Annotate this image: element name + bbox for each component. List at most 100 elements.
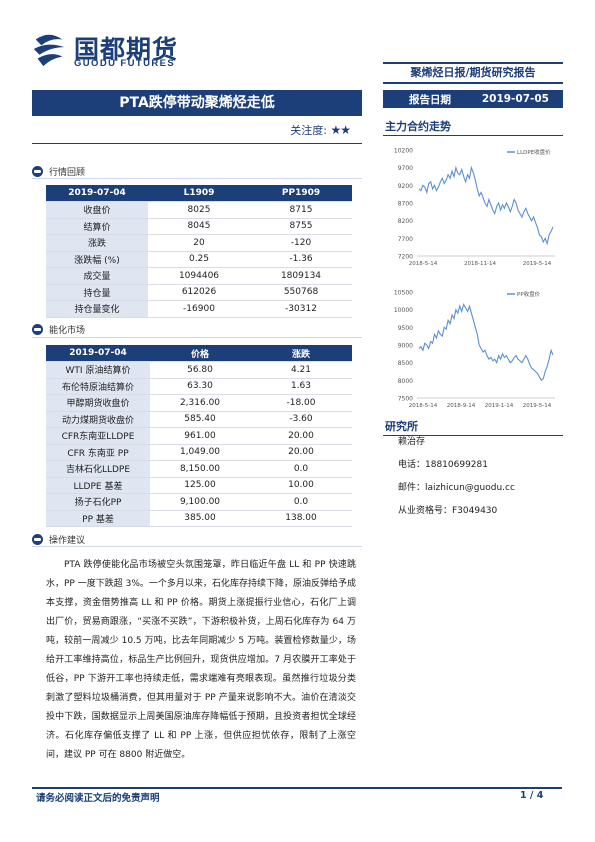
y-tick-label: 7500 — [398, 396, 413, 403]
section-divider — [32, 546, 362, 547]
x-tick-label: 2019-1-14 — [485, 403, 514, 409]
guodu-logo-icon — [33, 34, 65, 67]
attention-label: 关注度: — [290, 124, 327, 137]
row-value: 8715 — [250, 201, 352, 219]
row-label: 涨跌 — [46, 234, 148, 252]
row-value: 385.00 — [150, 510, 250, 527]
row-value: 1809134 — [250, 267, 352, 285]
table-header-l1909: L1909 — [148, 185, 250, 202]
market-review-row: 持仓量 612026 550768 — [46, 284, 352, 301]
y-tick-label: 9500 — [398, 325, 413, 332]
advice-heading: 操作建议 — [32, 533, 85, 546]
page-number: 1 / 4 — [520, 790, 544, 801]
y-tick-label: 7200 — [398, 254, 413, 261]
report-title: PTA跌停带动聚烯烃走低 — [32, 90, 362, 116]
energy-market-table: 2019-07-04 价格 涨跌 WTI 原油结算价 56.80 4.21 布伦特原油… — [46, 345, 352, 527]
row-value: 961.00 — [150, 427, 250, 445]
row-value: 20.00 — [250, 427, 352, 445]
energy-market-row: 布伦特原油结算价 63.30 1.63 — [46, 378, 352, 395]
row-value: 63.30 — [150, 378, 250, 395]
research-section-header: 研究所 — [383, 416, 563, 436]
y-tick-label: 10000 — [394, 307, 413, 314]
market-review-row: 收盘价 8025 8715 — [46, 201, 352, 219]
market-review-row: 持仓量变化 -16900 -30312 — [46, 300, 352, 318]
x-tick-label: 2018-5-14 — [409, 261, 438, 267]
row-label: 甲醇期货收盘价 — [46, 394, 150, 412]
analyst-email[interactable]: 邮件：laizhicun@guodu.cc — [398, 483, 515, 493]
section-bullet-icon — [32, 324, 43, 335]
market-review-heading-text: 行情回顾 — [49, 168, 86, 178]
y-tick-label: 7700 — [398, 236, 413, 243]
x-tick-label: 2019-5-14 — [523, 403, 552, 409]
row-value: -30312 — [250, 300, 352, 318]
row-label: 扬子石化PP — [46, 493, 150, 511]
chart-section-title: 主力合约走势 — [385, 120, 451, 133]
advice-paragraph: PTA 跌停使能化品市场被空头氛围笼罩，昨日临近午盘 LL 和 PP 快速跳水，… — [46, 560, 356, 760]
row-value: -16900 — [148, 300, 250, 318]
table-header-price: 价格 — [150, 345, 250, 362]
market-review-row: 涨跌 20 -120 — [46, 234, 352, 252]
analyst-info: 赖治存 电话：18810699281 邮件：laizhicun@guodu.cc… — [398, 431, 515, 523]
legend-label: LLDPE收盘价 — [517, 148, 551, 156]
price-series-line — [418, 302, 554, 382]
row-label: 涨跌幅 (%) — [46, 251, 148, 268]
row-label: 持仓量变化 — [46, 300, 148, 318]
y-tick-label: 9700 — [398, 165, 413, 172]
logo-chinese-name: 国都期货 — [74, 35, 179, 64]
energy-market-row: LLDPE 基差 125.00 10.00 — [46, 477, 352, 494]
report-date-bar: 报告日期 2019-07-05 — [383, 90, 563, 108]
y-tick-label: 10200 — [394, 148, 413, 155]
row-label: CFR 东南亚 PP — [46, 444, 150, 461]
row-value: 125.00 — [150, 477, 250, 494]
energy-market-row: 扬子石化PP 9,100.00 0.0 — [46, 493, 352, 511]
row-label: 动力煤期货收盘价 — [46, 411, 150, 428]
report-date: 2019-07-05 — [481, 93, 549, 105]
row-label: 成交量 — [46, 267, 148, 285]
table-header-date: 2019-07-04 — [46, 185, 148, 202]
row-value: 1.63 — [250, 378, 352, 395]
section-divider — [32, 337, 362, 338]
attention-stars: ★★ — [330, 123, 350, 137]
row-value: 612026 — [148, 284, 250, 301]
market-review-row: 涨跌幅 (%) 0.25 -1.36 — [46, 251, 352, 268]
row-label: CFR东南亚LLDPE — [46, 427, 150, 445]
document-type: 聚烯烃日报/期货研究报告 — [383, 62, 563, 84]
row-value: 20 — [148, 234, 250, 252]
section-divider — [32, 178, 362, 179]
x-tick-label: 2019-5-14 — [523, 261, 552, 267]
row-label: 持仓量 — [46, 284, 148, 301]
research-section-title: 研究所 — [385, 420, 418, 433]
row-value: 138.00 — [250, 510, 352, 527]
row-value: -18.00 — [250, 394, 352, 412]
row-value: 56.80 — [150, 361, 250, 379]
footer-divider — [32, 787, 562, 789]
row-value: 9,100.00 — [150, 493, 250, 511]
y-tick-label: 8200 — [398, 218, 413, 225]
legend-label: PP收盘价 — [517, 290, 541, 298]
row-value: 8755 — [250, 218, 352, 235]
table-header-pp1909: PP1909 — [250, 185, 352, 202]
energy-market-row: WTI 原油结算价 56.80 4.21 — [46, 361, 352, 379]
x-tick-label: 2018-11-14 — [464, 261, 496, 267]
row-value: 1094406 — [148, 267, 250, 285]
row-label: 结算价 — [46, 218, 148, 235]
analyst-certificate: 从业资格号：F3049430 — [398, 506, 498, 516]
y-tick-label: 9000 — [398, 343, 413, 350]
y-tick-label: 10500 — [394, 290, 413, 297]
energy-market-row: 吉林石化LLDPE 8,150.00 0.0 — [46, 460, 352, 478]
row-value: 0.0 — [250, 493, 352, 511]
energy-market-heading-text: 能化市场 — [49, 326, 86, 336]
energy-market-row: CFR 东南亚 PP 1,049.00 20.00 — [46, 444, 352, 461]
row-label: WTI 原油结算价 — [46, 361, 150, 379]
energy-market-row: 动力煤期货收盘价 585.40 -3.60 — [46, 411, 352, 428]
row-label: 吉林石化LLDPE — [46, 460, 150, 478]
row-value: 550768 — [250, 284, 352, 301]
disclaimer-notice[interactable]: 请务必阅读正文后的免责声明 — [36, 793, 160, 804]
row-value: 20.00 — [250, 444, 352, 461]
analyst-name: 赖治存 — [398, 437, 426, 447]
row-value: 8045 — [148, 218, 250, 235]
y-tick-label: 8500 — [398, 360, 413, 367]
row-value: 2,316.00 — [150, 394, 250, 412]
